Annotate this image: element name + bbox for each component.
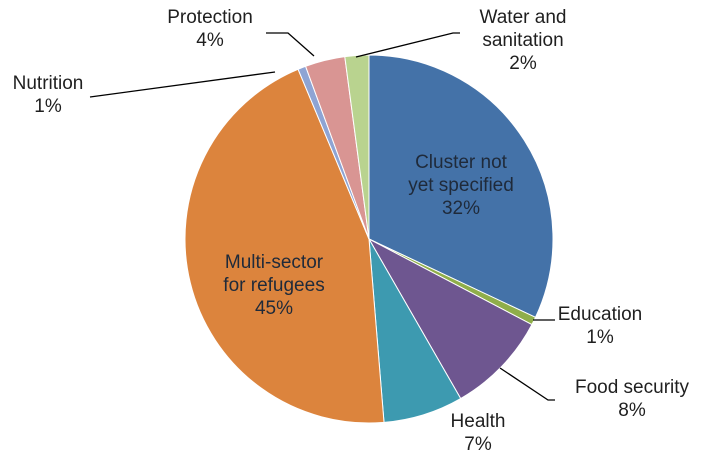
slice-label-water-and-sanitation: Water and sanitation 2% bbox=[480, 7, 567, 74]
slice-percent: 4% bbox=[196, 30, 224, 51]
slice-label-multi-sector-for-refugees: Multi-sector for refugees 45% bbox=[223, 252, 324, 319]
slice-name: Health bbox=[451, 411, 506, 432]
leader-lines bbox=[89, 32, 555, 401]
leader-line-nutrition bbox=[89, 71, 276, 98]
slice-name: Multi-sector bbox=[225, 252, 324, 273]
slice-percent: 2% bbox=[509, 53, 537, 74]
pie-slices bbox=[184, 54, 554, 424]
slice-water-and-sanitation bbox=[344, 54, 370, 240]
slice-name: yet specified bbox=[408, 175, 514, 196]
slice-multi-sector-for-refugees bbox=[184, 68, 385, 424]
slice-percent: 7% bbox=[464, 434, 492, 455]
leader-line-water-and-sanitation bbox=[355, 32, 460, 58]
slice-label-cluster-not-yet-specified: Cluster not yet specified 32% bbox=[408, 152, 514, 219]
slice-name: for refugees bbox=[223, 275, 324, 296]
slice-label-nutrition: Nutrition 1% bbox=[13, 73, 84, 117]
slice-percent: 45% bbox=[255, 298, 293, 319]
slice-label-education: Education 1% bbox=[558, 304, 643, 348]
slice-name: Education bbox=[558, 304, 643, 325]
leader-line-protection bbox=[266, 32, 315, 57]
slice-labels: Cluster not yet specified 32%Education 1%Fo… bbox=[13, 7, 690, 455]
slice-percent: 32% bbox=[442, 198, 480, 219]
slice-percent: 1% bbox=[586, 327, 614, 348]
slice-name: Food security bbox=[575, 377, 690, 398]
slice-food-security bbox=[367, 237, 533, 400]
slice-name: sanitation bbox=[482, 30, 563, 51]
slice-name: Protection bbox=[167, 7, 253, 28]
slice-percent: 1% bbox=[34, 96, 62, 117]
slice-label-health: Health 7% bbox=[451, 411, 506, 455]
slice-name: Water and bbox=[480, 7, 567, 28]
slice-cluster-not-yet-specified bbox=[368, 54, 554, 319]
slice-name: Nutrition bbox=[13, 73, 84, 94]
slice-label-food-security: Food security 8% bbox=[575, 377, 690, 421]
leader-line-food-security bbox=[499, 367, 555, 401]
slice-percent: 8% bbox=[618, 400, 646, 421]
slice-label-protection: Protection 4% bbox=[167, 7, 253, 51]
slice-name: Cluster not bbox=[415, 152, 508, 173]
